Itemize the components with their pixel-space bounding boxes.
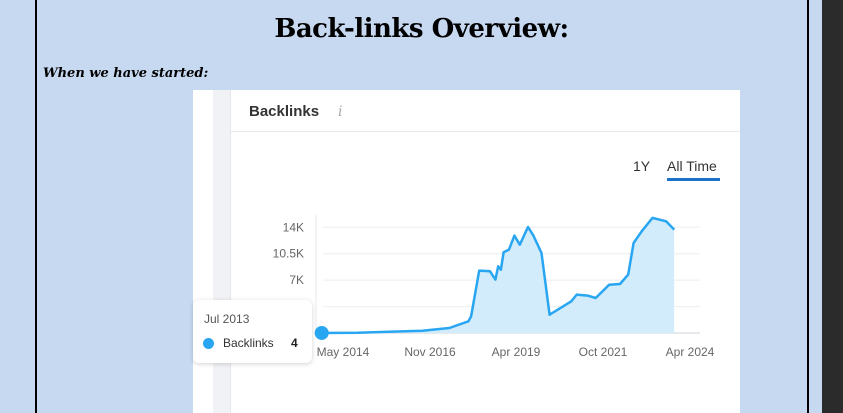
legend-dot-icon bbox=[203, 338, 214, 349]
section-subtitle: When we have started: bbox=[43, 66, 209, 81]
page-border-right bbox=[807, 0, 809, 413]
tooltip-date: Jul 2013 bbox=[204, 312, 250, 326]
chart-tooltip: Jul 2013 Backlinks 4 bbox=[193, 300, 312, 363]
tooltip-value: 4 bbox=[291, 336, 298, 350]
x-tick-label: Oct 2021 bbox=[579, 345, 628, 359]
viewer-background bbox=[822, 0, 843, 413]
x-tick-label: May 2014 bbox=[317, 345, 370, 359]
y-tick-label: 14K bbox=[283, 220, 304, 234]
page-title: Back-links Overview: bbox=[274, 14, 569, 44]
y-tick-label: 7K bbox=[289, 273, 304, 287]
tab-1y[interactable]: 1Y bbox=[633, 158, 651, 174]
page-border-left bbox=[35, 0, 37, 413]
active-tab-underline bbox=[667, 178, 720, 181]
widget-title: Backlinks bbox=[249, 103, 320, 120]
tooltip-series: Backlinks bbox=[223, 336, 274, 350]
hover-marker bbox=[314, 325, 329, 340]
info-icon[interactable]: i bbox=[338, 104, 343, 120]
x-tick-label: Nov 2016 bbox=[404, 345, 456, 359]
x-tick-label: Apr 2019 bbox=[492, 345, 541, 359]
x-tick-label: Apr 2024 bbox=[666, 345, 715, 359]
y-tick-label: 10.5K bbox=[273, 247, 304, 261]
tab-all-time[interactable]: All Time bbox=[667, 158, 717, 174]
divider bbox=[231, 131, 740, 132]
series-area bbox=[316, 217, 675, 333]
